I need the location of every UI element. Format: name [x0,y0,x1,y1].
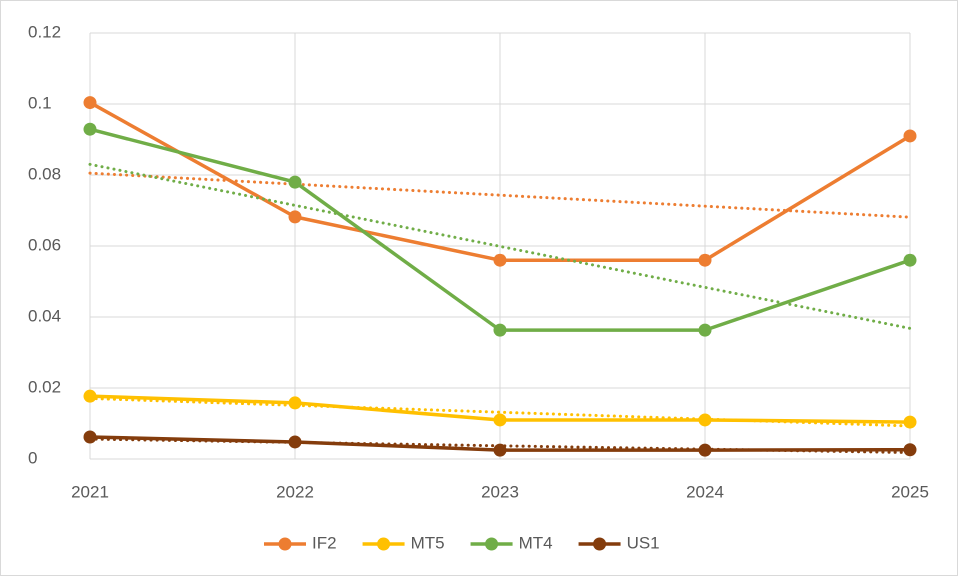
data-point [698,413,712,427]
legend-marker [593,537,607,551]
legend-marker [485,537,499,551]
y-tick-label: 0.1 [28,93,52,112]
data-point [903,129,917,143]
x-tick-label: 2022 [276,482,314,501]
data-point [903,415,917,429]
trendline [88,162,912,330]
x-tick-label: 2025 [891,482,929,501]
data-point [83,96,97,110]
data-point [288,396,302,410]
data-point [493,323,507,337]
y-tick-label: 0.02 [28,377,61,396]
data-point [288,175,302,189]
data-point [698,253,712,267]
legend-label: IF2 [312,533,337,552]
data-point [698,323,712,337]
data-point [493,253,507,267]
legend-marker [278,537,292,551]
data-point [83,389,97,403]
y-tick-label: 0.08 [28,164,61,183]
y-tick-label: 0.06 [28,235,61,254]
data-point [698,443,712,457]
data-point [903,253,917,267]
x-tick-label: 2021 [71,482,109,501]
legend-label: US1 [627,533,660,552]
trendline [88,171,912,219]
data-point [288,210,302,224]
data-point [288,435,302,449]
x-tick-label: 2023 [481,482,519,501]
legend-marker [377,537,391,551]
y-tick-label: 0.12 [28,22,61,41]
legend-label: MT4 [519,533,553,552]
y-tick-label: 0.04 [28,306,61,325]
x-tick-label: 2024 [686,482,724,501]
data-point [493,413,507,427]
data-point [903,443,917,457]
data-point [83,122,97,136]
legend-label: MT5 [411,533,445,552]
y-tick-label: 0 [28,448,37,467]
data-point [493,443,507,457]
data-point [83,430,97,444]
